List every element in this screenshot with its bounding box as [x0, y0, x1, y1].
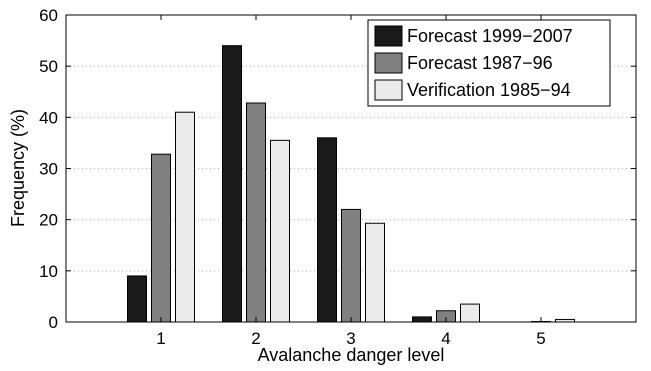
bar-forecast-1999-2007-level-4 [412, 316, 432, 323]
y-tick-label-20: 20 [39, 211, 58, 230]
legend-box [367, 19, 611, 107]
bar-forecast-1999-2007-level-3 [317, 137, 337, 323]
y-tick-label-30: 30 [39, 160, 58, 179]
bar-verification-1985-94-level-1 [175, 111, 195, 323]
legend-swatch-forecast-1999-2007 [374, 25, 403, 47]
y-tick-label-0: 0 [49, 313, 58, 332]
bar-verification-1985-94-level-2 [270, 139, 290, 323]
x-tick-label-2: 2 [251, 329, 260, 348]
x-axis-title: Avalanche danger level [258, 345, 445, 365]
x-tick-label-1: 1 [156, 329, 165, 348]
legend-swatch-verification-1985-94 [374, 79, 403, 101]
legend-label-forecast-1999-2007: Forecast 1999−2007 [407, 26, 573, 46]
bar-forecast-1987-96-level-1 [151, 153, 171, 323]
bar-forecast-1999-2007-level-1 [127, 275, 147, 323]
bars [127, 45, 575, 323]
legend-swatch-forecast-1987-96 [374, 52, 403, 74]
bar-forecast-1987-96-level-2 [246, 102, 266, 323]
bar-verification-1985-94-level-4 [460, 303, 480, 323]
y-tick-label-60: 60 [39, 6, 58, 25]
bar-verification-1985-94-level-3 [365, 222, 385, 323]
bar-forecast-1999-2007-level-2 [222, 45, 242, 323]
x-tick-label-3: 3 [346, 329, 355, 348]
x-tick-label-4: 4 [441, 329, 450, 348]
x-tick-label-5: 5 [536, 329, 545, 348]
legend-label-forecast-1987-96: Forecast 1987−96 [407, 53, 553, 73]
legend-label-verification-1985-94: Verification 1985−94 [407, 80, 571, 100]
y-tick-label-40: 40 [39, 108, 58, 127]
legend: Forecast 1999−2007 Forecast 1987−96 Veri… [367, 19, 611, 107]
bar-forecast-1987-96-level-3 [341, 208, 361, 323]
y-tick-label-10: 10 [39, 262, 58, 281]
axes: 0 10 20 30 40 50 60 1 2 3 4 5 [39, 6, 636, 348]
y-axis-title: Frequency (%) [8, 109, 28, 227]
y-tick-label-50: 50 [39, 57, 58, 76]
